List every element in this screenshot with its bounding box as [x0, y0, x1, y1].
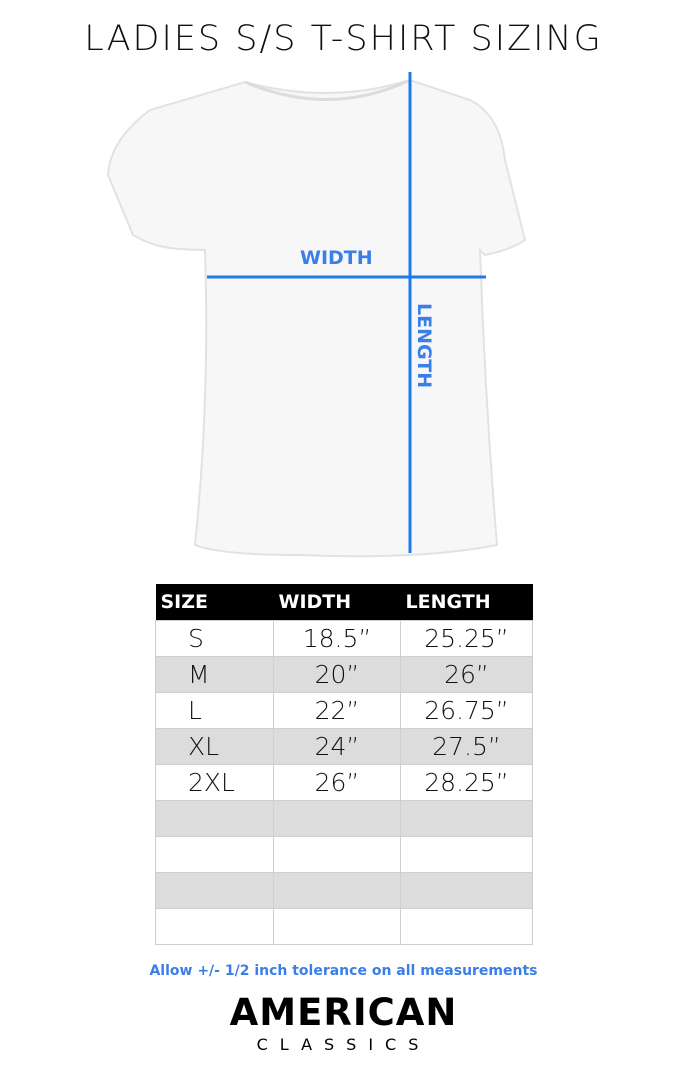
table-row: [155, 908, 533, 945]
logo-american: AMERICAN: [229, 991, 458, 1034]
length-cell: [400, 836, 533, 873]
size-cell: 2XL: [155, 764, 274, 801]
size-cell: [155, 908, 274, 945]
width-cell: [273, 800, 401, 837]
length-cell: 27.5”: [400, 728, 533, 765]
length-cell: [400, 872, 533, 909]
logo-classics: CLASSICS: [256, 1035, 431, 1054]
table-row: [155, 836, 533, 873]
length-cell: 26.75”: [400, 692, 533, 729]
size-cell: [155, 836, 274, 873]
size-cell: [155, 872, 274, 909]
length-cell: [400, 908, 533, 945]
width-cell: [273, 872, 401, 909]
size-cell: M: [155, 656, 274, 693]
length-label: LENGTH: [413, 303, 435, 389]
width-cell: 20”: [273, 656, 401, 693]
tshirt-collar: [244, 78, 411, 101]
table-row: 2XL 26” 28.25”: [155, 764, 533, 801]
size-cell: S: [155, 620, 274, 657]
header-size: SIZE: [155, 584, 274, 621]
table-row: [155, 800, 533, 837]
width-label: WIDTH: [300, 247, 373, 269]
tshirt-shape: [106, 78, 527, 558]
header-width: WIDTH: [273, 584, 401, 621]
size-cell: L: [155, 692, 274, 729]
length-cell: 28.25”: [400, 764, 533, 801]
table-row: M 20” 26”: [155, 656, 533, 693]
table-row: S 18.5” 25.25”: [155, 620, 533, 657]
width-cell: 24”: [273, 728, 401, 765]
table-header-row: SIZE WIDTH LENGTH: [155, 584, 533, 621]
width-cell: 22”: [273, 692, 401, 729]
length-cell: [400, 800, 533, 837]
width-cell: [273, 908, 401, 945]
width-cell: 18.5”: [273, 620, 401, 657]
length-cell: 26”: [400, 656, 533, 693]
width-cell: 26”: [273, 764, 401, 801]
header-length: LENGTH: [400, 584, 533, 621]
length-cell: 25.25”: [400, 620, 533, 657]
table-row: L 22” 26.75”: [155, 692, 533, 729]
table-row: [155, 872, 533, 909]
table-row: XL 24” 27.5”: [155, 728, 533, 765]
page-title: LADIES S/S T-SHIRT SIZING: [84, 19, 603, 59]
size-table: SIZE WIDTH LENGTH S 18.5” 25.25” M 20” 26” L 22…: [155, 584, 533, 945]
tshirt-diagram: [106, 72, 527, 558]
width-cell: [273, 836, 401, 873]
tolerance-note: Allow +/- 1/2 inch tolerance on all meas…: [149, 963, 538, 979]
size-cell: XL: [155, 728, 274, 765]
size-cell: [155, 800, 274, 837]
